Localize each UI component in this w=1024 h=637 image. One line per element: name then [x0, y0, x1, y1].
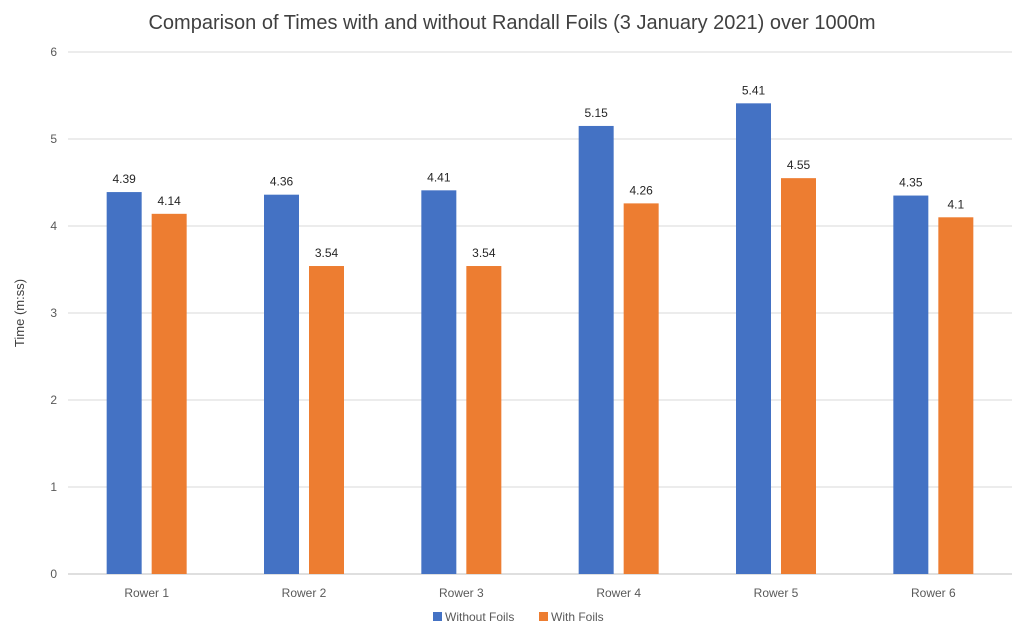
y-tick-label: 2 — [50, 393, 57, 407]
data-label: 4.14 — [157, 194, 181, 208]
bar-without-foils — [736, 103, 771, 574]
chart-title: Comparison of Times with and without Ran… — [148, 12, 876, 34]
y-tick-label: 6 — [50, 45, 57, 59]
x-tick-label: Rower 2 — [282, 586, 327, 600]
legend-swatch — [433, 612, 442, 621]
data-label: 4.55 — [787, 158, 811, 172]
data-label: 4.1 — [947, 197, 964, 211]
data-label: 4.41 — [427, 170, 451, 184]
y-tick-label: 5 — [50, 132, 57, 146]
legend-label: With Foils — [551, 610, 604, 624]
y-tick-label: 0 — [50, 567, 57, 581]
bar-without-foils — [264, 194, 299, 574]
x-tick-label: Rower 1 — [124, 586, 169, 600]
data-label: 4.36 — [270, 175, 294, 189]
bar-with-foils — [623, 203, 659, 574]
data-label: 5.15 — [584, 106, 608, 120]
data-label: 4.35 — [899, 176, 923, 190]
y-tick-label: 3 — [50, 306, 57, 320]
data-label: 5.41 — [742, 83, 766, 97]
legend-label: Without Foils — [445, 610, 514, 624]
y-tick-label: 4 — [50, 219, 57, 233]
data-label: 3.54 — [315, 246, 339, 260]
bar-without-foils — [893, 195, 929, 575]
bar-with-foils — [781, 178, 816, 574]
bar-without-foils — [578, 125, 614, 574]
legend-swatch — [539, 612, 548, 621]
bar-without-foils — [106, 192, 142, 574]
x-tick-label: Rower 5 — [754, 586, 799, 600]
x-tick-label: Rower 4 — [596, 586, 641, 600]
data-label: 3.54 — [472, 246, 496, 260]
data-label: 4.26 — [629, 183, 653, 197]
bar-with-foils — [151, 213, 187, 574]
y-tick-label: 1 — [50, 480, 57, 494]
y-axis-title: Time (m:ss) — [12, 279, 27, 347]
bar-with-foils — [309, 266, 344, 574]
data-label: 4.39 — [112, 172, 136, 186]
x-tick-label: Rower 3 — [439, 586, 484, 600]
bar-with-foils — [938, 217, 974, 575]
bar-with-foils — [466, 266, 502, 574]
bar-without-foils — [421, 190, 457, 574]
x-tick-label: Rower 6 — [911, 586, 956, 600]
